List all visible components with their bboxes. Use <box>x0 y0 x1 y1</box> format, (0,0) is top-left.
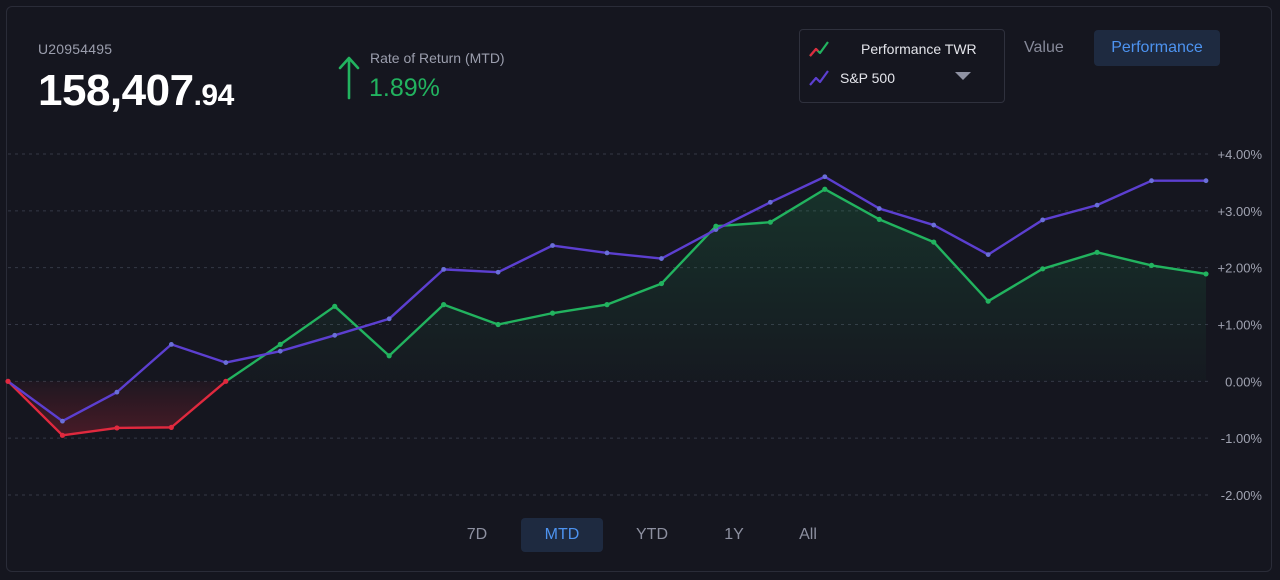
period-7d-button[interactable]: 7D <box>466 526 488 543</box>
performance-twr-point <box>1094 249 1100 255</box>
period-1y-button[interactable]: 1Y <box>724 526 744 543</box>
sp500-point <box>441 266 447 272</box>
performance-twr-point <box>223 378 229 384</box>
performance-twr-point <box>332 303 338 309</box>
sp500-point <box>931 222 937 228</box>
y-tick-label: +2.00% <box>1218 261 1263 276</box>
balance-cents: .94 <box>193 79 235 112</box>
arrow-up-icon <box>338 56 360 100</box>
performance-twr-point <box>822 186 828 192</box>
sp500-point <box>386 316 392 322</box>
performance-twr-point <box>767 219 773 225</box>
balance-whole: 158,407 <box>38 66 194 115</box>
performance-twr-point <box>713 223 719 229</box>
performance-twr-point <box>1040 266 1046 272</box>
y-tick-label: +4.00% <box>1218 147 1263 162</box>
performance-twr-point <box>549 310 556 316</box>
y-tick-label: 0.00% <box>1225 374 1262 389</box>
sp500-point <box>114 389 120 395</box>
performance-twr-point <box>277 341 283 347</box>
period-ytd-button[interactable]: YTD <box>636 526 668 543</box>
performance-twr-point <box>386 353 392 359</box>
account-id: U20954495 <box>38 41 113 57</box>
rate-of-return-value: 1.89% <box>369 74 440 102</box>
performance-twr-point <box>658 280 665 287</box>
sp500-point <box>1149 178 1154 184</box>
sp500-point <box>1094 202 1100 208</box>
y-tick-label: -1.00% <box>1221 431 1263 446</box>
y-tick-label: +1.00% <box>1218 318 1263 333</box>
performance-twr-point <box>604 302 610 308</box>
sp500-point <box>332 332 338 338</box>
rate-of-return-label: Rate of Return (MTD) <box>370 50 505 66</box>
y-tick-label: +3.00% <box>1218 204 1263 219</box>
legend-item-benchmark[interactable]: S&P 500 <box>808 67 895 89</box>
legend-label-benchmark: S&P 500 <box>840 70 896 86</box>
sp500-point <box>168 341 174 347</box>
legend-item-performance[interactable]: Performance TWR <box>808 38 977 60</box>
y-tick-label: -2.00% <box>1221 488 1263 503</box>
sp500-point <box>822 174 828 180</box>
account-balance: 158,407.94 <box>38 66 234 121</box>
performance-twr-point <box>495 321 501 328</box>
performance-twr-point <box>876 216 882 222</box>
positive-area <box>225 189 1206 382</box>
performance-twr-point <box>114 425 120 431</box>
sp500-point <box>604 250 610 256</box>
benchmark-line-icon <box>809 70 829 86</box>
caret-down-icon[interactable] <box>955 72 971 80</box>
performance-toggle-button[interactable]: Performance <box>1094 30 1220 66</box>
sp500-point <box>277 348 283 354</box>
sp500-point <box>659 256 664 261</box>
sp500-point <box>1203 178 1209 184</box>
sp500-point <box>876 206 882 211</box>
performance-twr-point <box>5 378 11 384</box>
performance-twr-point <box>59 432 66 438</box>
period-all-button[interactable]: All <box>799 526 817 543</box>
sp500-point <box>1040 217 1046 223</box>
performance-line-icon <box>809 41 829 57</box>
period-selector: 7D MTD YTD 1Y All <box>0 518 1280 552</box>
performance-twr-point <box>985 298 991 304</box>
sp500-point <box>985 252 991 257</box>
sp500-point <box>60 418 65 424</box>
performance-twr-point <box>441 302 447 308</box>
legend-selector[interactable]: Performance TWR S&P 500 <box>799 29 1005 103</box>
performance-twr-point <box>1148 262 1155 268</box>
sp500-point <box>495 269 501 275</box>
performance-twr-point <box>931 239 937 245</box>
value-toggle-button[interactable]: Value <box>1024 39 1064 56</box>
sp500-point <box>223 360 229 365</box>
period-mtd-button[interactable]: MTD <box>521 518 603 552</box>
performance-twr-point <box>1203 271 1209 277</box>
sp500-point <box>767 199 773 205</box>
panel-frame <box>6 6 1272 572</box>
legend-label-performance: Performance TWR <box>861 41 977 57</box>
sp500-point <box>550 243 555 248</box>
performance-twr-point <box>168 424 174 430</box>
